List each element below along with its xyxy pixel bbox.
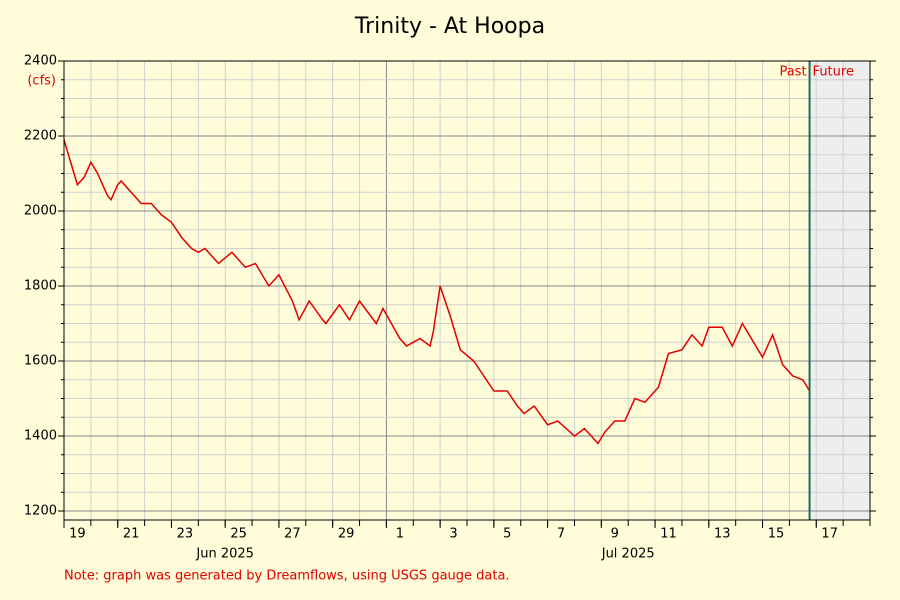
x-tick-label: 5 [503, 527, 511, 542]
y-tick-label: 1200 [24, 504, 57, 519]
x-tick-label: 25 [230, 527, 247, 542]
note: Note: graph was generated by Dreamflows,… [64, 569, 510, 584]
y-tick-label: 1600 [24, 354, 57, 369]
x-tick-label: 13 [714, 527, 731, 542]
month-label: Jul 2025 [601, 547, 655, 562]
y-tick-label: 1400 [24, 429, 57, 444]
x-tick-label: 7 [557, 527, 565, 542]
flow-line [63, 139, 811, 445]
x-tick-label: 17 [821, 527, 838, 542]
past-label: Past [779, 65, 806, 80]
x-tick-label: 19 [69, 527, 86, 542]
y-unit: (cfs) [27, 74, 56, 89]
y-tick-label: 2000 [24, 204, 57, 219]
x-tick-label: 27 [284, 527, 301, 542]
chart-title: Trinity - At Hoopa [354, 14, 545, 39]
y-tick-label: 2400 [24, 54, 57, 69]
x-tick-label: 11 [660, 527, 677, 542]
x-tick-label: 3 [449, 527, 457, 542]
x-tick-label: 23 [177, 527, 194, 542]
month-label: Jun 2025 [195, 547, 254, 562]
plot-frame [63, 60, 871, 521]
y-tick-label: 1800 [24, 279, 57, 294]
future-label: Future [813, 65, 854, 80]
x-tick-label: 1 [396, 527, 404, 542]
y-tick-label: 2200 [24, 129, 57, 144]
future-area [809, 61, 870, 520]
x-tick-label: 21 [123, 527, 140, 542]
x-tick-label: 9 [611, 527, 619, 542]
x-tick-label: 29 [338, 527, 355, 542]
x-tick-label: 15 [768, 527, 785, 542]
